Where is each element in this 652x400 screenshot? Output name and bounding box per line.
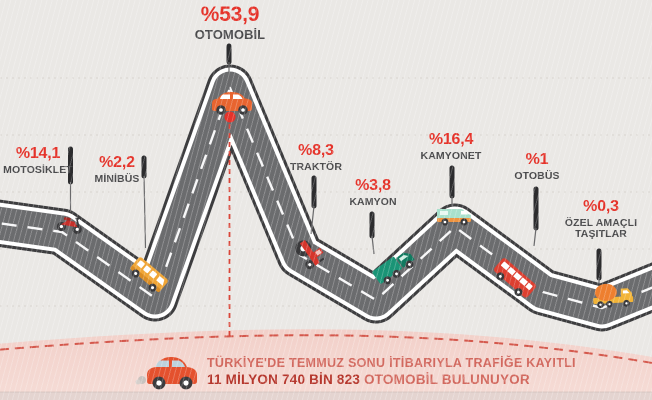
percent-minibus: %2,2 <box>99 154 135 171</box>
mixer-truck-icon <box>593 283 634 309</box>
footer-line2: 11 MİLYON 740 BİN 823 OTOMOBİL BULUNUYOR <box>207 372 576 388</box>
name-motosiklet: MOTOSİKLET <box>3 163 73 176</box>
footer-car-icon <box>135 357 197 390</box>
truck-icon <box>372 252 415 285</box>
footer-line2-rest: OTOMOBİL BULUNUYOR <box>360 372 530 387</box>
tractor-icon <box>295 240 325 270</box>
label-ozel-amacli: %0,3 ÖZEL AMAÇLI TAŞITLAR <box>563 198 639 240</box>
label-motosiklet: %14,1 MOTOSİKLET <box>2 145 74 176</box>
percent-kamyonet: %16,4 <box>428 131 474 148</box>
vehicle-icons <box>56 92 634 309</box>
percent-traktor: %8,3 <box>298 142 334 159</box>
pin-kamyon <box>369 211 375 255</box>
name-kamyon: KAMYON <box>349 195 397 208</box>
label-traktor: %8,3 TRAKTÖR <box>282 142 350 173</box>
name-traktor: TRAKTÖR <box>289 160 343 173</box>
dome-dashed-border <box>0 334 652 364</box>
label-minibus: %2,2 MİNİBÜS <box>82 154 152 185</box>
pin-traktor <box>310 175 317 235</box>
car-icon <box>212 92 252 115</box>
van-icon <box>437 209 471 226</box>
label-otobus: %1 OTOBÜS <box>503 151 571 182</box>
name-minibus: MİNİBÜS <box>94 172 140 185</box>
name-ozel-amacli: ÖZEL AMAÇLI TAŞITLAR <box>564 216 638 240</box>
peak-connector <box>224 111 236 338</box>
pin-otobus <box>533 186 539 247</box>
red-dot-marker <box>224 111 236 123</box>
percent-ozel-amacli: %0,3 <box>583 198 619 215</box>
percent-motosiklet: %14,1 <box>15 145 61 162</box>
pin-minibus <box>141 155 147 249</box>
bus-icon <box>494 258 536 298</box>
label-kamyonet: %16,4 KAMYONET <box>412 131 490 162</box>
label-pins <box>68 43 602 284</box>
road <box>0 64 652 332</box>
minibus-icon <box>130 257 168 292</box>
footer-line2-number: 11 MİLYON 740 BİN 823 <box>207 372 361 387</box>
footer-caption: TÜRKİYE'DE TEMMUZ SONU İTİBARIYLA TRAFİĞ… <box>207 356 576 388</box>
label-otomobil: %53,9 OTOMOBİL <box>175 3 285 43</box>
name-kamyonet: KAMYONET <box>420 149 482 162</box>
road-center-dashes <box>0 86 652 310</box>
percent-kamyon: %3,8 <box>355 177 391 194</box>
footer-line1: TÜRKİYE'DE TEMMUZ SONU İTİBARIYLA TRAFİĞ… <box>207 356 576 370</box>
motorcycle-icon <box>56 217 82 234</box>
percent-otomobil: %53,9 <box>200 3 260 26</box>
name-otomobil: OTOMOBİL <box>194 27 266 43</box>
name-otobus: OTOBÜS <box>514 169 560 182</box>
percent-otobus: %1 <box>525 151 549 168</box>
bottom-strip <box>0 392 652 400</box>
label-kamyon: %3,8 KAMYON <box>339 177 407 208</box>
